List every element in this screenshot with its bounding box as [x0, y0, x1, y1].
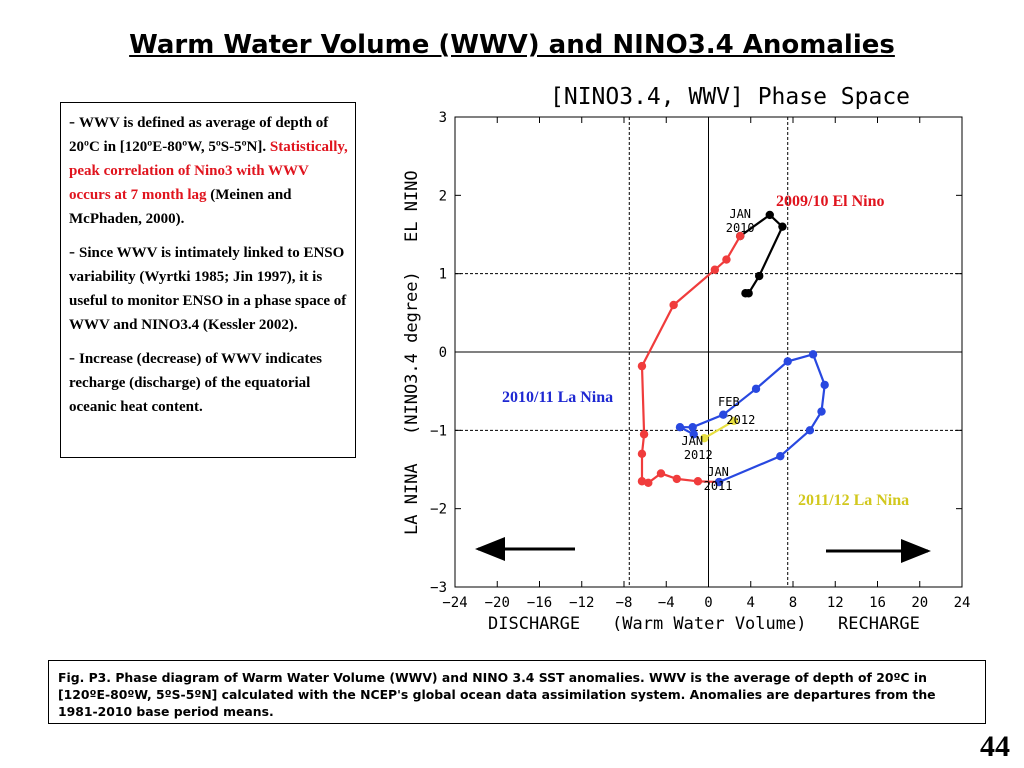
data-point [778, 222, 787, 231]
data-point [669, 300, 678, 310]
point-label: JAN [681, 434, 703, 448]
series-annotation: 2010/11 La Nina [502, 389, 613, 406]
point-label: 2010 [726, 221, 755, 235]
wwv-definition-text: WWV is defined as average of depth of 20… [69, 115, 329, 155]
x-tick-label: 8 [789, 595, 797, 611]
x-tick-label: −20 [485, 595, 510, 611]
data-point [639, 430, 649, 439]
data-point [719, 410, 728, 419]
data-point [776, 451, 785, 461]
data-point [817, 407, 826, 416]
data-point [744, 289, 753, 298]
data-point [637, 477, 647, 486]
point-label: JAN [729, 207, 751, 221]
data-point [783, 357, 792, 366]
point-label: FEB [718, 395, 740, 409]
data-point [808, 350, 818, 359]
y-tick-label: 2 [439, 188, 447, 204]
x-tick-label: −4 [658, 595, 675, 611]
citation-text: (Meinen and McPhaden, 2000). [69, 187, 292, 227]
data-point [722, 255, 731, 264]
x-tick-label: −12 [569, 595, 594, 611]
x-axis-label-recharge: RECHARGE [838, 614, 920, 634]
series-annotation: 2009/10 El Nino [776, 193, 884, 210]
correlation-highlight-text: Statistically, peak correlation of Nino3… [69, 139, 348, 203]
point-label: 2012 [684, 448, 713, 462]
data-point [644, 478, 653, 488]
point-label: 2011 [704, 479, 733, 493]
data-point [689, 430, 698, 439]
data-point [805, 426, 815, 435]
data-point [735, 231, 745, 241]
paragraph-recharge: - Increase (decrease) of WWV indicates re… [69, 345, 350, 419]
data-point [710, 265, 720, 274]
data-point [693, 477, 703, 486]
page-number: 44 [980, 730, 1010, 763]
recharge-text: Increase (decrease) of WWV indicates rec… [69, 351, 323, 415]
x-tick-label: 20 [911, 595, 928, 611]
paragraph-wwv-definition: - WWV is defined as average of depth of 2… [69, 109, 350, 231]
data-point [714, 477, 724, 487]
x-tick-label: −24 [442, 595, 467, 611]
y-tick-label: 3 [439, 110, 447, 126]
data-point [688, 423, 697, 432]
data-point [755, 271, 764, 281]
y-axis-label-la-nina: LA NINA [402, 463, 422, 535]
series-annotation: 2011/12 La Nina [798, 492, 909, 509]
x-tick-label: 12 [827, 595, 844, 611]
figure-caption: Fig. P3. Phase diagram of Warm Water Vol… [48, 660, 986, 724]
data-point [672, 474, 682, 484]
series-line [703, 419, 735, 440]
x-axis-label-discharge: DISCHARGE [488, 614, 580, 634]
paragraph-enso-link: - Since WWV is intimately linked to ENSO … [69, 239, 350, 337]
data-point [729, 416, 739, 426]
data-point [637, 361, 647, 371]
chart-title: [NINO3.4, WWV] Phase Space [550, 84, 910, 110]
x-tick-label: −16 [527, 595, 552, 611]
data-point [675, 423, 685, 432]
data-point [700, 433, 709, 443]
description-textbox: - WWV is defined as average of depth of 2… [60, 102, 356, 458]
y-tick-label: −3 [430, 580, 447, 596]
bullet-dash: - [69, 347, 75, 367]
x-tick-label: 4 [747, 595, 755, 611]
data-point [820, 380, 829, 390]
x-tick-label: −8 [616, 595, 633, 611]
y-tick-label: −1 [430, 423, 447, 439]
enso-link-text: Since WWV is intimately linked to ENSO v… [69, 245, 347, 333]
x-tick-label: 0 [704, 595, 712, 611]
point-label: 2012 [726, 413, 755, 427]
y-tick-label: 0 [439, 345, 447, 361]
data-point [765, 210, 774, 220]
point-label: JAN [707, 465, 729, 479]
phase-space-chart: [NINO3.4, WWV] Phase Space−24 −20 −16 −12 −8… [402, 84, 971, 634]
x-tick-label: 16 [869, 595, 886, 611]
slide-title: Warm Water Volume (WWV) and NINO3.4 Anom… [129, 30, 895, 60]
y-tick-label: −2 [430, 502, 447, 518]
data-point [751, 384, 761, 394]
data-point [637, 449, 647, 459]
y-axis-label: (NINO3.4 degree) [402, 271, 422, 435]
y-axis-label-el-nino: EL NINO [402, 170, 422, 242]
y-tick-label: 1 [439, 267, 447, 283]
bullet-dash: - [69, 241, 75, 261]
x-tick-label: 24 [954, 595, 971, 611]
x-axis-label: (Warm Water Volume) [612, 614, 806, 634]
bullet-dash: - [69, 111, 75, 131]
data-point [656, 469, 666, 478]
